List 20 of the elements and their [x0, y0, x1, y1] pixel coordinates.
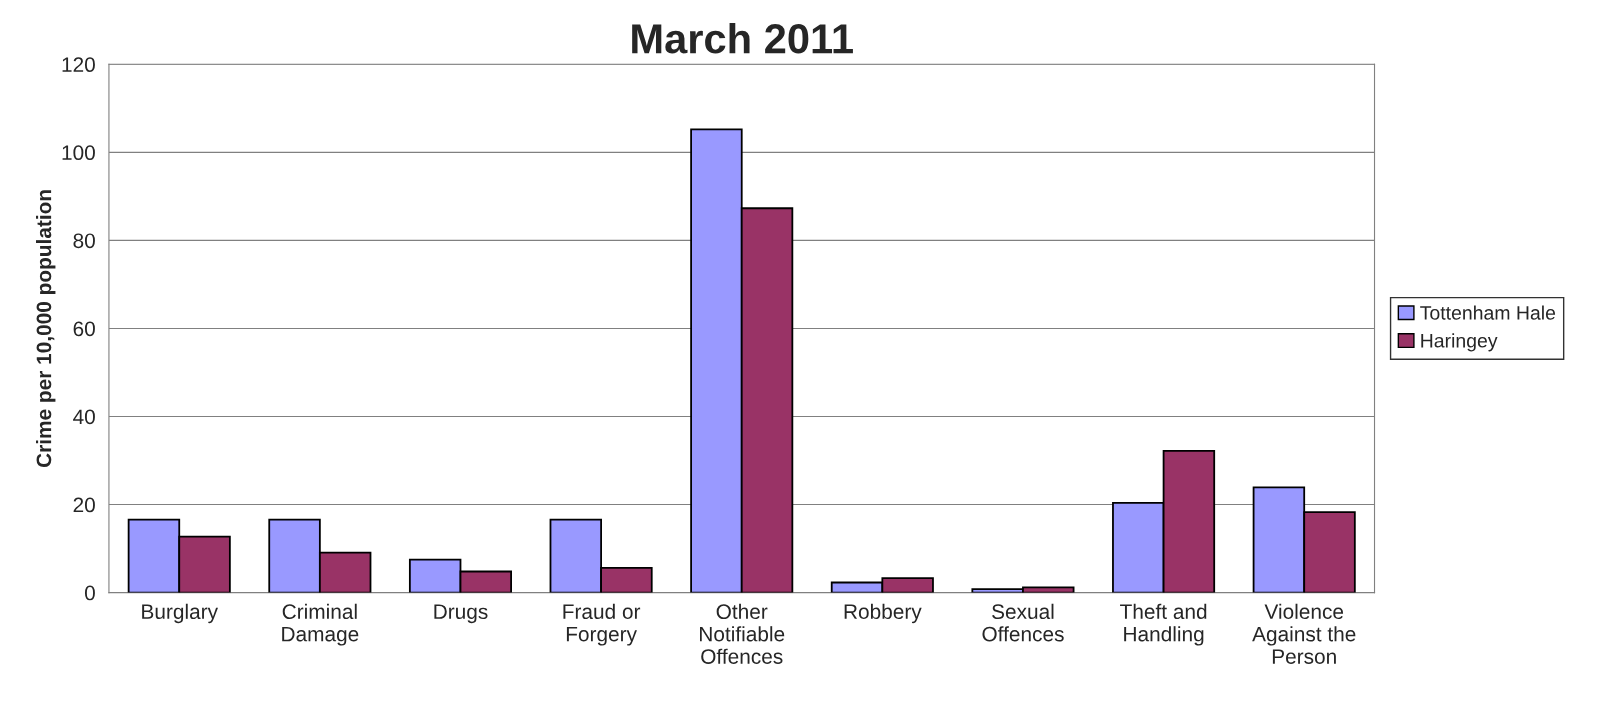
- legend-label: Tottenham Hale: [1420, 305, 1556, 320]
- x-tick-label: Burglary: [142, 603, 218, 624]
- y-tick-label: 40: [73, 409, 95, 425]
- y-tick-label: 120: [62, 57, 95, 73]
- x-tick-label: Other Notifiable Offences: [700, 603, 785, 664]
- x-tick-label: Violence Against the Person: [1252, 603, 1356, 664]
- x-tick-label: Fraud or Forgery: [563, 603, 641, 646]
- y-tick-label: 0: [84, 585, 95, 601]
- y-tick-label: 100: [62, 145, 95, 161]
- y-tick-label: 60: [73, 321, 95, 337]
- y-tick-label: 20: [73, 497, 95, 513]
- x-tick-label: Sexual Offences: [982, 603, 1064, 642]
- x-tick-label: Robbery: [844, 603, 922, 624]
- y-tick-label: 80: [73, 233, 95, 249]
- x-tick-label: Criminal Damage: [282, 603, 359, 646]
- chart-title: March 2011: [632, 22, 853, 54]
- y-axis-title: Crime per 10,000 population: [36, 190, 56, 468]
- legend-label: Haringey: [1421, 333, 1498, 352]
- x-tick-label: Drugs: [434, 604, 488, 624]
- x-tick-label: Theft and Handling: [1120, 603, 1207, 646]
